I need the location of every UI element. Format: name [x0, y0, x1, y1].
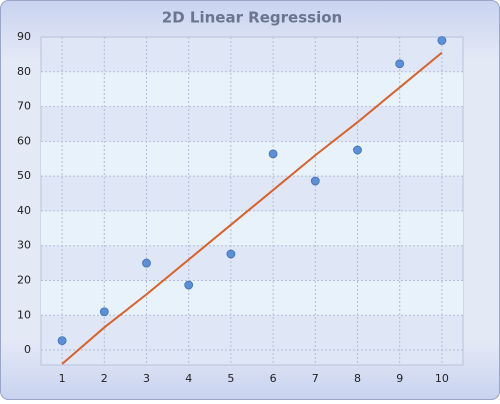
point: [395, 59, 405, 69]
y-tick-label: 40: [17, 204, 31, 217]
point: [57, 336, 67, 346]
x-tick-label: 10: [435, 372, 449, 385]
point: [226, 249, 236, 259]
x-tick-label: 5: [227, 372, 234, 385]
band: [41, 71, 463, 107]
y-tick-label: 50: [17, 169, 31, 182]
y-tick-label: 30: [17, 239, 31, 252]
point: [437, 36, 447, 45]
x-tick-label: 2: [101, 372, 108, 385]
x-tick-label: 9: [396, 372, 403, 385]
y-tick-label: 80: [17, 65, 31, 78]
point: [142, 258, 151, 268]
band: [41, 210, 463, 246]
x-tick-label: 6: [270, 372, 277, 385]
x-tick-label: 4: [185, 372, 192, 385]
x-tick-label: 7: [312, 372, 319, 385]
y-tick-label: 60: [17, 134, 31, 147]
x-tick-label: 3: [143, 372, 150, 385]
y-tick-label: 0: [24, 343, 31, 356]
y-tick-label: 10: [17, 308, 31, 321]
regression-line: [61, 51, 443, 365]
band: [41, 141, 463, 177]
point: [99, 307, 109, 317]
point: [353, 145, 362, 155]
x-tick-label: 8: [354, 372, 361, 385]
point: [310, 176, 320, 186]
point: [268, 149, 278, 159]
chart-title: 2D Linear Regression: [162, 9, 342, 27]
point: [184, 280, 194, 290]
y-tick-label: 70: [17, 100, 31, 113]
band: [41, 280, 463, 316]
y-tick-label: 90: [17, 30, 31, 43]
y-tick-label: 20: [17, 273, 31, 286]
x-tick-label: 1: [59, 372, 66, 385]
